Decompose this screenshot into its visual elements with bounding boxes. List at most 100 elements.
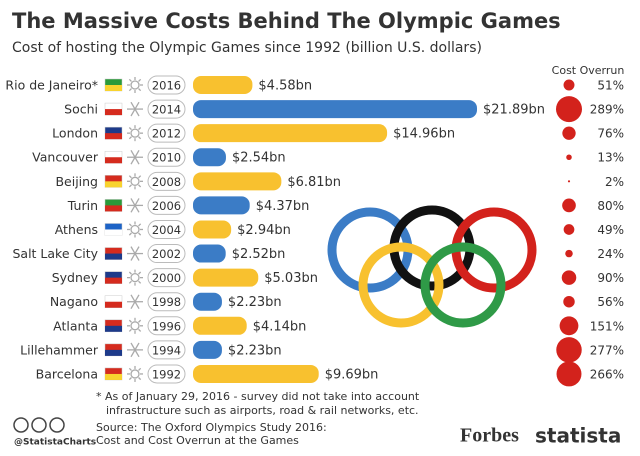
icon-ray (138, 319, 142, 323)
icon-ray (130, 301, 136, 309)
bar (193, 244, 226, 263)
value-label: $21.89bn (483, 103, 545, 118)
icon-sun (130, 272, 140, 283)
category-label: Athens (55, 222, 98, 237)
logo: statista (535, 424, 621, 448)
value-label: $9.69bn (325, 367, 379, 382)
year-pill (147, 316, 186, 336)
year-label: 2016 (152, 79, 181, 93)
icon-ray (134, 198, 140, 206)
year-label: 2010 (152, 151, 181, 165)
bar (193, 340, 222, 359)
year-label: 2012 (152, 127, 181, 141)
icon-ray (128, 367, 132, 371)
icon-ray (130, 342, 136, 351)
flag (105, 109, 122, 116)
flag (105, 349, 122, 356)
overrun-label: 289% (590, 103, 624, 117)
icon-ray (128, 280, 132, 284)
season-icon (127, 221, 143, 238)
year-pill (147, 364, 186, 384)
bar (193, 316, 247, 335)
icon-ray (130, 149, 136, 158)
overrun-label: 13% (597, 151, 624, 165)
icon-ray (128, 377, 132, 381)
bar (193, 268, 259, 287)
value-label: $2.54bn (232, 151, 286, 166)
overrun-bubble (556, 337, 582, 363)
icon-ray (138, 367, 142, 371)
overrun-header: Cost Overrun (552, 64, 625, 77)
flag (105, 205, 122, 212)
category-label: Nagano (50, 294, 98, 309)
icon-ray (138, 78, 142, 82)
icon-ray (134, 342, 140, 351)
overrun-bubble (556, 361, 582, 387)
icon (49, 417, 65, 433)
icon (31, 417, 47, 433)
category-label: Sochi (64, 102, 98, 117)
season-icon (127, 198, 143, 213)
year-label: 2000 (152, 271, 181, 285)
overrun-bubble (563, 224, 575, 235)
value-label: $14.96bn (393, 127, 455, 142)
icon-ray (138, 223, 142, 227)
bar (193, 172, 282, 191)
overrun-label: 51% (597, 79, 624, 93)
icon-ray (134, 301, 140, 309)
category-label: Lillehammer (20, 342, 99, 357)
value-label: $5.03bn (264, 271, 318, 286)
overrun-bubble (562, 198, 576, 213)
flag (105, 253, 122, 260)
icon-ray (138, 377, 142, 381)
source: Source: The Oxford Olympics Study 2016: (96, 421, 327, 434)
overrun-label: 277% (590, 343, 624, 357)
flag (105, 325, 122, 332)
overrun-bubble (561, 270, 577, 285)
icon-ray (130, 253, 136, 261)
category-label: Vancouver (32, 150, 99, 165)
icon-sun (130, 321, 140, 331)
overrun-label: 90% (597, 271, 624, 285)
ring (358, 242, 444, 328)
icon-sun (130, 176, 140, 186)
flag (105, 157, 122, 164)
overrun-label: 56% (597, 295, 624, 309)
icon-sun (130, 369, 140, 379)
overrun-bubble (563, 295, 575, 308)
icon-ray (138, 328, 142, 332)
overrun-label: 49% (597, 223, 624, 237)
icon-ray (128, 127, 132, 131)
season-icon (127, 173, 143, 190)
year-pill (147, 268, 186, 288)
icon-ray (130, 205, 136, 213)
category-label: Atlanta (53, 318, 98, 333)
flag (105, 373, 122, 380)
season-icon (127, 101, 143, 117)
year-pill (147, 147, 186, 167)
year-pill (147, 195, 186, 215)
year-label: 2014 (152, 103, 181, 117)
season-icon (127, 365, 143, 382)
icon-sun (130, 80, 140, 90)
overrun-bubble (567, 180, 571, 183)
icon-ray (128, 223, 132, 227)
value-label: $2.23bn (228, 295, 282, 310)
overrun-label: 2% (605, 175, 624, 189)
source: Cost and Cost Overrun at the Games (96, 434, 299, 447)
icon-ray (138, 136, 142, 140)
ring (420, 242, 506, 328)
icon-ray (134, 246, 140, 254)
year-label: 2002 (152, 247, 181, 261)
year-pill (147, 171, 186, 191)
year-label: 2006 (152, 199, 181, 213)
value-label: $2.94bn (237, 223, 291, 238)
year-pill (147, 244, 186, 264)
category-label: Sydney (52, 270, 99, 285)
icon-ray (130, 108, 136, 117)
year-pill (147, 75, 186, 95)
olympic-rings (327, 205, 537, 328)
bar (193, 364, 319, 383)
icon-ray (128, 271, 132, 275)
